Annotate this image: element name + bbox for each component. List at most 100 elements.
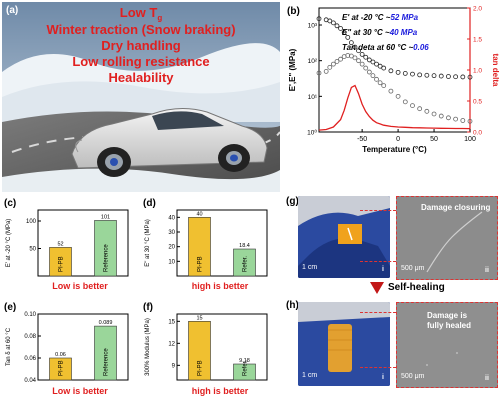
bar-value-label: 0.089 [99, 320, 113, 326]
panel-letter-d: (d) [143, 198, 156, 209]
loss-modulus-point [338, 56, 343, 62]
loss-modulus-point [366, 69, 372, 75]
storage-modulus-point [341, 30, 347, 35]
bar-category-label: PI-PB [198, 256, 204, 272]
y-tick-label: 9 [172, 363, 176, 369]
sem-label-h-1: Damage is [427, 311, 468, 320]
storage-modulus-point [424, 72, 430, 78]
panel-letter-f: (f) [143, 302, 153, 313]
y-tick-label-left: 10⁰ [307, 129, 317, 137]
panel-a-line-1: Winter traction (Snow braking) [46, 22, 236, 37]
plot-frame [176, 313, 268, 381]
car-illustration [2, 2, 284, 192]
plot-frame [37, 209, 129, 277]
storage-modulus-point [327, 18, 333, 24]
loss-modulus-point [330, 61, 336, 67]
loss-modulus-point [467, 118, 473, 124]
bar-category-label: Reference [104, 244, 110, 272]
y-axis-label-right: tan delta [491, 54, 500, 87]
bar-value-label: 9.18 [239, 358, 250, 364]
caption-e: Low is better [52, 386, 108, 396]
tan-delta-line [318, 84, 471, 131]
low-tg-label: Low T [119, 5, 158, 20]
dma-annotation-2: E" at 30 °C ~40 MPa [342, 28, 418, 37]
storage-modulus-point [417, 72, 423, 78]
loss-modulus-point [460, 118, 466, 123]
bar-value-label: 40 [196, 211, 202, 217]
y-tick-label: 0.04 [24, 378, 36, 384]
loss-modulus-point [431, 111, 437, 117]
storage-modulus-point [374, 61, 379, 67]
y-tick-label: 0.06 [24, 356, 36, 362]
storage-modulus-point [330, 20, 336, 26]
loss-modulus-point [363, 65, 369, 71]
y-tick-label: 15 [168, 319, 175, 325]
loss-modulus-point [327, 64, 333, 70]
storage-modulus-point [366, 57, 372, 63]
panel-letter-g: (g) [286, 196, 299, 207]
storage-modulus-point [446, 74, 451, 79]
bar-pipb [49, 357, 72, 381]
bar-pipb [188, 321, 211, 381]
loss-modulus-point [388, 88, 394, 94]
storage-modulus-point [410, 71, 415, 77]
y-tick-label-right: 1.0 [473, 68, 482, 75]
storage-modulus-point [356, 48, 361, 54]
y-tick-label-left: 10² [308, 58, 318, 65]
healed-sample-photo-h: 1 cm i [298, 302, 390, 386]
loss-modulus-point [359, 61, 365, 67]
y-axis-label: 300% Modulus (MPa) [145, 318, 151, 376]
storage-modulus-point [352, 44, 358, 50]
y-tick-label: 100 [26, 219, 37, 225]
storage-modulus-point [460, 74, 466, 80]
storage-modulus-point [453, 74, 459, 80]
sub-label-g-ii: ii [485, 267, 489, 274]
caption-c: Low is better [52, 281, 108, 291]
panel-letter-h: (h) [286, 300, 299, 311]
loss-modulus-point [370, 73, 376, 79]
panel-a-title: Low Tg [2, 5, 280, 27]
panel-a-line-2: Dry handling [101, 38, 181, 53]
x-axis-label: Temperature (°C) [362, 145, 427, 154]
bar-reference [94, 220, 117, 277]
bar-chart-d: E" at 30 °C (MPa) 10 20 30 40 40 PI-PB 18.4 Refe… [145, 209, 268, 277]
storage-modulus-point [348, 40, 354, 46]
plot-frame [176, 209, 268, 277]
self-healing-label: Self-healing [388, 282, 445, 293]
storage-modulus-point [363, 54, 369, 60]
dma-chart: -50 0 50 100 Temperature (°C) 10⁰ 10¹ 10² 10³ E',… [288, 6, 500, 155]
bar-chart-c: E' at -20 °C (MPa) 50 100 52 PI-PB 101 Referen… [6, 209, 129, 277]
storage-modulus-point [381, 65, 387, 71]
y-tick-label: 20 [168, 245, 175, 251]
bar-value-label: 18.4 [239, 243, 250, 249]
panel-letter-e: (e) [4, 302, 17, 313]
sem-scale-g: 500 μm [401, 265, 425, 272]
y-tick-label: 10 [168, 259, 175, 265]
panel-a: (a) Low Tg Winter traction (Snow braking… [2, 2, 284, 192]
scale-bar-g: 1 cm [302, 264, 318, 271]
dma-annotation-3: Tan deta at 60 °C ~0.06 [342, 43, 429, 52]
self-healing-arrow-icon [370, 282, 384, 294]
loss-modulus-point [410, 103, 415, 108]
healing-sample-photo-g: 1 cm i [298, 196, 390, 278]
zoom-lines-g [360, 210, 396, 262]
x-tick-label: 100 [464, 136, 476, 143]
storage-modulus-point [334, 23, 340, 29]
bar-category-label: Refer. [243, 360, 249, 376]
loss-modulus-point [402, 99, 408, 105]
storage-modulus-point [431, 73, 437, 79]
caption-f: high is better [191, 386, 249, 396]
storage-modulus-point [345, 34, 351, 40]
bar-pipb [188, 217, 211, 277]
storage-modulus-point [316, 16, 322, 22]
sports-car-icon [71, 108, 268, 177]
loss-modulus-point [334, 59, 340, 64]
panel-letter-b: (b) [287, 6, 300, 17]
loss-modulus-point [316, 70, 322, 76]
x-tick-label: -50 [357, 136, 367, 143]
y-tick-label-right: 1.5 [473, 37, 482, 44]
loss-modulus-point [395, 93, 401, 99]
y-tick-label-left: 10³ [308, 23, 318, 30]
y-tick-label: 0.10 [24, 312, 36, 318]
